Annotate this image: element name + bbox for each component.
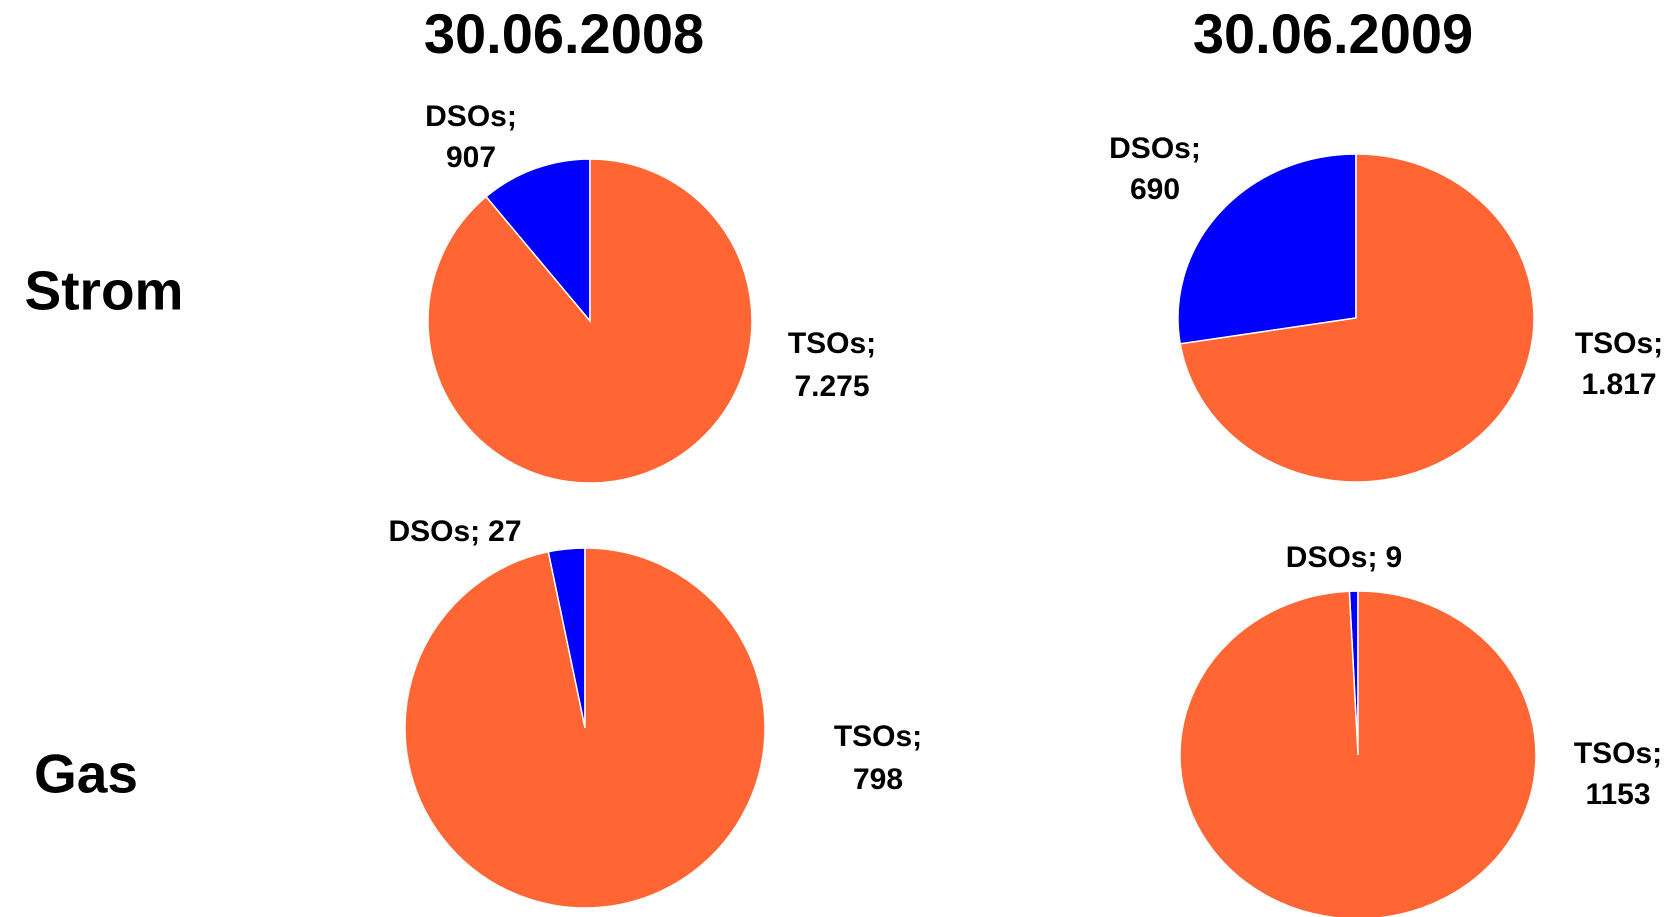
pie-slice bbox=[404, 547, 766, 909]
category-name: DSOs bbox=[388, 515, 470, 548]
column-title: 30.06.2009 bbox=[1193, 2, 1473, 65]
data-label: DSOs; 27 bbox=[388, 515, 521, 548]
pie-slice bbox=[485, 158, 591, 324]
value-label: 690 bbox=[1130, 173, 1180, 206]
pie-slice bbox=[1179, 153, 1535, 483]
category-name: TSOs bbox=[1574, 737, 1652, 770]
value-label: 1.817 bbox=[1581, 368, 1656, 401]
category-name: TSOs bbox=[834, 720, 912, 753]
separator: ; bbox=[1191, 132, 1201, 165]
category-name: DSOs bbox=[425, 100, 507, 133]
separator: ; bbox=[866, 327, 876, 360]
row-label: Strom bbox=[25, 260, 184, 322]
category-name: DSOs bbox=[1286, 541, 1368, 574]
category-name: TSOs bbox=[788, 327, 866, 360]
data-label: TSOs; bbox=[1575, 327, 1663, 360]
pie-slice bbox=[427, 158, 753, 484]
data-label: DSOs; bbox=[1109, 132, 1201, 165]
row-label: Gas bbox=[34, 743, 138, 805]
value-label: 7.275 bbox=[794, 370, 869, 403]
data-label: DSOs; bbox=[425, 100, 517, 133]
data-label: TSOs; bbox=[1574, 737, 1662, 770]
category-name: TSOs bbox=[1575, 327, 1653, 360]
value-label: 907 bbox=[446, 141, 496, 174]
value-label: 9 bbox=[1386, 541, 1403, 574]
data-label: TSOs; bbox=[834, 720, 922, 753]
data-label: TSOs; bbox=[788, 327, 876, 360]
pie-slice bbox=[1177, 153, 1357, 345]
data-label: DSOs; 9 bbox=[1286, 541, 1402, 574]
category-name: DSOs bbox=[1109, 132, 1191, 165]
value-label: 1153 bbox=[1585, 778, 1650, 811]
value-label: 798 bbox=[853, 763, 903, 796]
separator: ; bbox=[470, 515, 480, 548]
pie-slice bbox=[1179, 590, 1537, 917]
separator: ; bbox=[1653, 327, 1663, 360]
separator: ; bbox=[912, 720, 922, 753]
value-label: 27 bbox=[488, 515, 521, 548]
column-title: 30.06.2008 bbox=[424, 2, 704, 65]
separator: ; bbox=[1652, 737, 1662, 770]
separator: ; bbox=[1368, 541, 1378, 574]
separator: ; bbox=[507, 100, 517, 133]
